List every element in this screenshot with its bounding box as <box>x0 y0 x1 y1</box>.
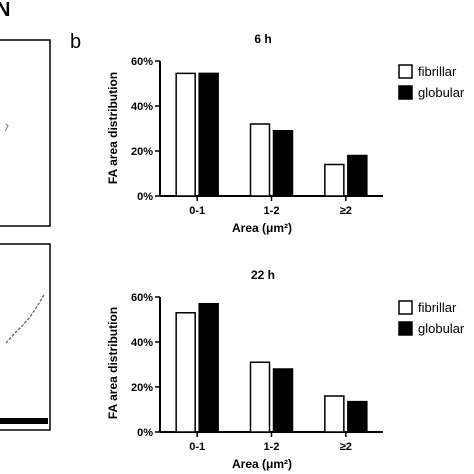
x-ticks: 0-1 1-2 ≥2 <box>189 432 352 453</box>
y-axis-label: FA area distribution <box>106 307 120 419</box>
y-tick-label: 60% <box>131 292 153 304</box>
x-axis-label: Area (μm²) <box>232 457 292 471</box>
x-tick-label: 0-1 <box>189 205 205 217</box>
legend-label-globular: globular <box>418 321 465 336</box>
bar-globular-1 <box>198 303 219 433</box>
x-tick-label: 1-2 <box>264 205 280 217</box>
chart-title: 6 h <box>254 32 271 46</box>
legend-label-fibrillar: fibrillar <box>418 64 457 79</box>
panel-b-label: b <box>70 31 81 53</box>
y-ticks: 0% 20% 40% 60% <box>131 292 160 439</box>
legend-label-fibrillar: fibrillar <box>418 300 457 315</box>
y-tick-label: 40% <box>131 101 153 113</box>
y-tick-label: 20% <box>131 146 153 158</box>
image-panel-bottom-streak <box>5 294 45 344</box>
y-tick-label: 20% <box>131 382 153 394</box>
chart-6h: 6 h FA area distribution Area (μm²) 0% 20… <box>106 32 465 235</box>
bar-globular-3 <box>347 400 368 433</box>
y-tick-label: 60% <box>131 56 153 68</box>
bar-globular-2 <box>272 130 294 197</box>
x-tick-label: ≥2 <box>340 441 352 453</box>
y-axis-label: FA area distribution <box>106 72 120 184</box>
legend-swatch-globular <box>398 321 413 336</box>
y-tick-label: 0% <box>137 427 153 439</box>
bars <box>175 303 368 433</box>
left-panel-label: N <box>0 0 10 21</box>
y-tick-label: 40% <box>131 337 153 349</box>
image-panel-bottom <box>0 243 51 431</box>
legend-label-globular: globular <box>418 85 465 100</box>
legend-swatch-fibrillar <box>398 300 413 315</box>
y-tick-label: 0% <box>137 191 153 203</box>
bar-globular-1 <box>198 72 219 197</box>
scale-bar <box>0 418 48 424</box>
bar-fibrillar-1 <box>175 72 196 197</box>
legend-swatch-globular <box>398 85 413 100</box>
chart-title: 22 h <box>251 268 275 282</box>
bar-globular-2 <box>272 368 294 433</box>
legend-swatch-fibrillar <box>398 64 413 79</box>
x-tick-label: 1-2 <box>264 441 280 453</box>
x-ticks: 0-1 1-2 ≥2 <box>189 196 352 217</box>
left-image-panels: N <box>0 0 51 431</box>
legend: fibrillar globular <box>398 300 465 336</box>
bar-fibrillar-2 <box>249 361 271 433</box>
x-axis-label: Area (μm²) <box>232 221 292 235</box>
bars <box>175 72 368 197</box>
bar-fibrillar-1 <box>175 312 196 433</box>
chart-22h: 22 h FA area distribution Area (μm²) 0% 2… <box>106 268 465 471</box>
bar-globular-3 <box>347 154 368 197</box>
image-panel-top-stroke <box>4 123 9 132</box>
bar-fibrillar-3 <box>324 395 345 433</box>
legend: fibrillar globular <box>398 64 465 100</box>
image-panel-top <box>0 39 51 227</box>
bar-fibrillar-3 <box>324 163 345 197</box>
x-tick-label: ≥2 <box>340 205 352 217</box>
y-ticks: 0% 20% 40% 60% <box>131 56 160 203</box>
x-tick-label: 0-1 <box>189 441 205 453</box>
bar-fibrillar-2 <box>249 123 271 197</box>
